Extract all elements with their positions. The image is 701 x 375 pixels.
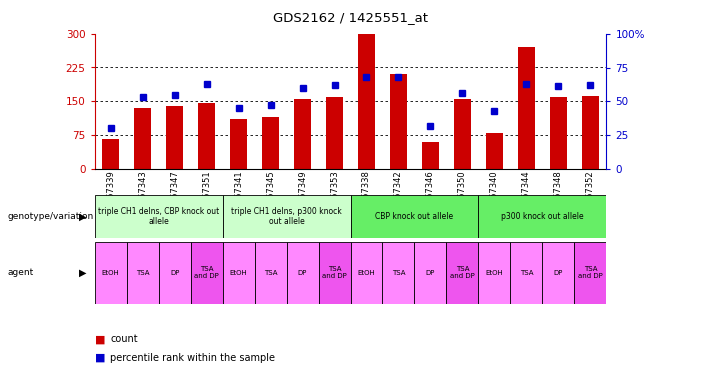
Bar (191, 242, 223, 304)
Bar (166, 106, 184, 169)
Text: triple CH1 delns, p300 knock
out allele: triple CH1 delns, p300 knock out allele (231, 207, 342, 226)
Text: ■: ■ (95, 334, 105, 344)
Text: ▶: ▶ (79, 268, 86, 278)
Text: EtOH: EtOH (358, 270, 375, 276)
Bar (326, 97, 343, 169)
Text: TSA
and DP: TSA and DP (194, 266, 219, 279)
Text: count: count (110, 334, 137, 344)
Bar (350, 195, 478, 238)
Text: ▶: ▶ (79, 211, 86, 222)
Bar (358, 34, 375, 169)
Bar (134, 108, 151, 169)
Bar (574, 242, 606, 304)
Bar (350, 242, 383, 304)
Text: TSA: TSA (136, 270, 149, 276)
Text: percentile rank within the sample: percentile rank within the sample (110, 353, 275, 363)
Bar (517, 47, 535, 169)
Bar (95, 195, 223, 238)
Bar (383, 242, 414, 304)
Bar (543, 242, 574, 304)
Bar (223, 195, 350, 238)
Text: TSA: TSA (519, 270, 533, 276)
Bar (414, 242, 447, 304)
Text: agent: agent (7, 268, 33, 278)
Text: EtOH: EtOH (486, 270, 503, 276)
Text: GDS2162 / 1425551_at: GDS2162 / 1425551_at (273, 11, 428, 24)
Bar (127, 242, 158, 304)
Text: TSA
and DP: TSA and DP (450, 266, 475, 279)
Text: CBP knock out allele: CBP knock out allele (376, 212, 454, 221)
Bar (486, 133, 503, 169)
Text: DP: DP (170, 270, 179, 276)
Bar (294, 99, 311, 169)
Bar (318, 242, 350, 304)
Bar (478, 242, 510, 304)
Bar (478, 195, 606, 238)
Bar (447, 242, 478, 304)
Text: DP: DP (298, 270, 307, 276)
Text: EtOH: EtOH (230, 270, 247, 276)
Text: DP: DP (554, 270, 563, 276)
Text: DP: DP (426, 270, 435, 276)
Bar (582, 96, 599, 169)
Bar (390, 74, 407, 169)
Text: TSA: TSA (392, 270, 405, 276)
Text: EtOH: EtOH (102, 270, 119, 276)
Text: p300 knock out allele: p300 knock out allele (501, 212, 584, 221)
Text: genotype/variation: genotype/variation (7, 212, 93, 221)
Bar (102, 140, 119, 169)
Bar (510, 242, 543, 304)
Bar (198, 104, 215, 169)
Text: TSA
and DP: TSA and DP (322, 266, 347, 279)
Bar (261, 117, 279, 169)
Bar (230, 119, 247, 169)
Bar (158, 242, 191, 304)
Text: ■: ■ (95, 353, 105, 363)
Text: triple CH1 delns, CBP knock out
allele: triple CH1 delns, CBP knock out allele (98, 207, 219, 226)
Bar (223, 242, 254, 304)
Bar (254, 242, 287, 304)
Bar (422, 142, 440, 169)
Bar (287, 242, 318, 304)
Bar (95, 242, 127, 304)
Text: TSA
and DP: TSA and DP (578, 266, 603, 279)
Bar (550, 97, 567, 169)
Text: TSA: TSA (264, 270, 278, 276)
Bar (454, 99, 471, 169)
